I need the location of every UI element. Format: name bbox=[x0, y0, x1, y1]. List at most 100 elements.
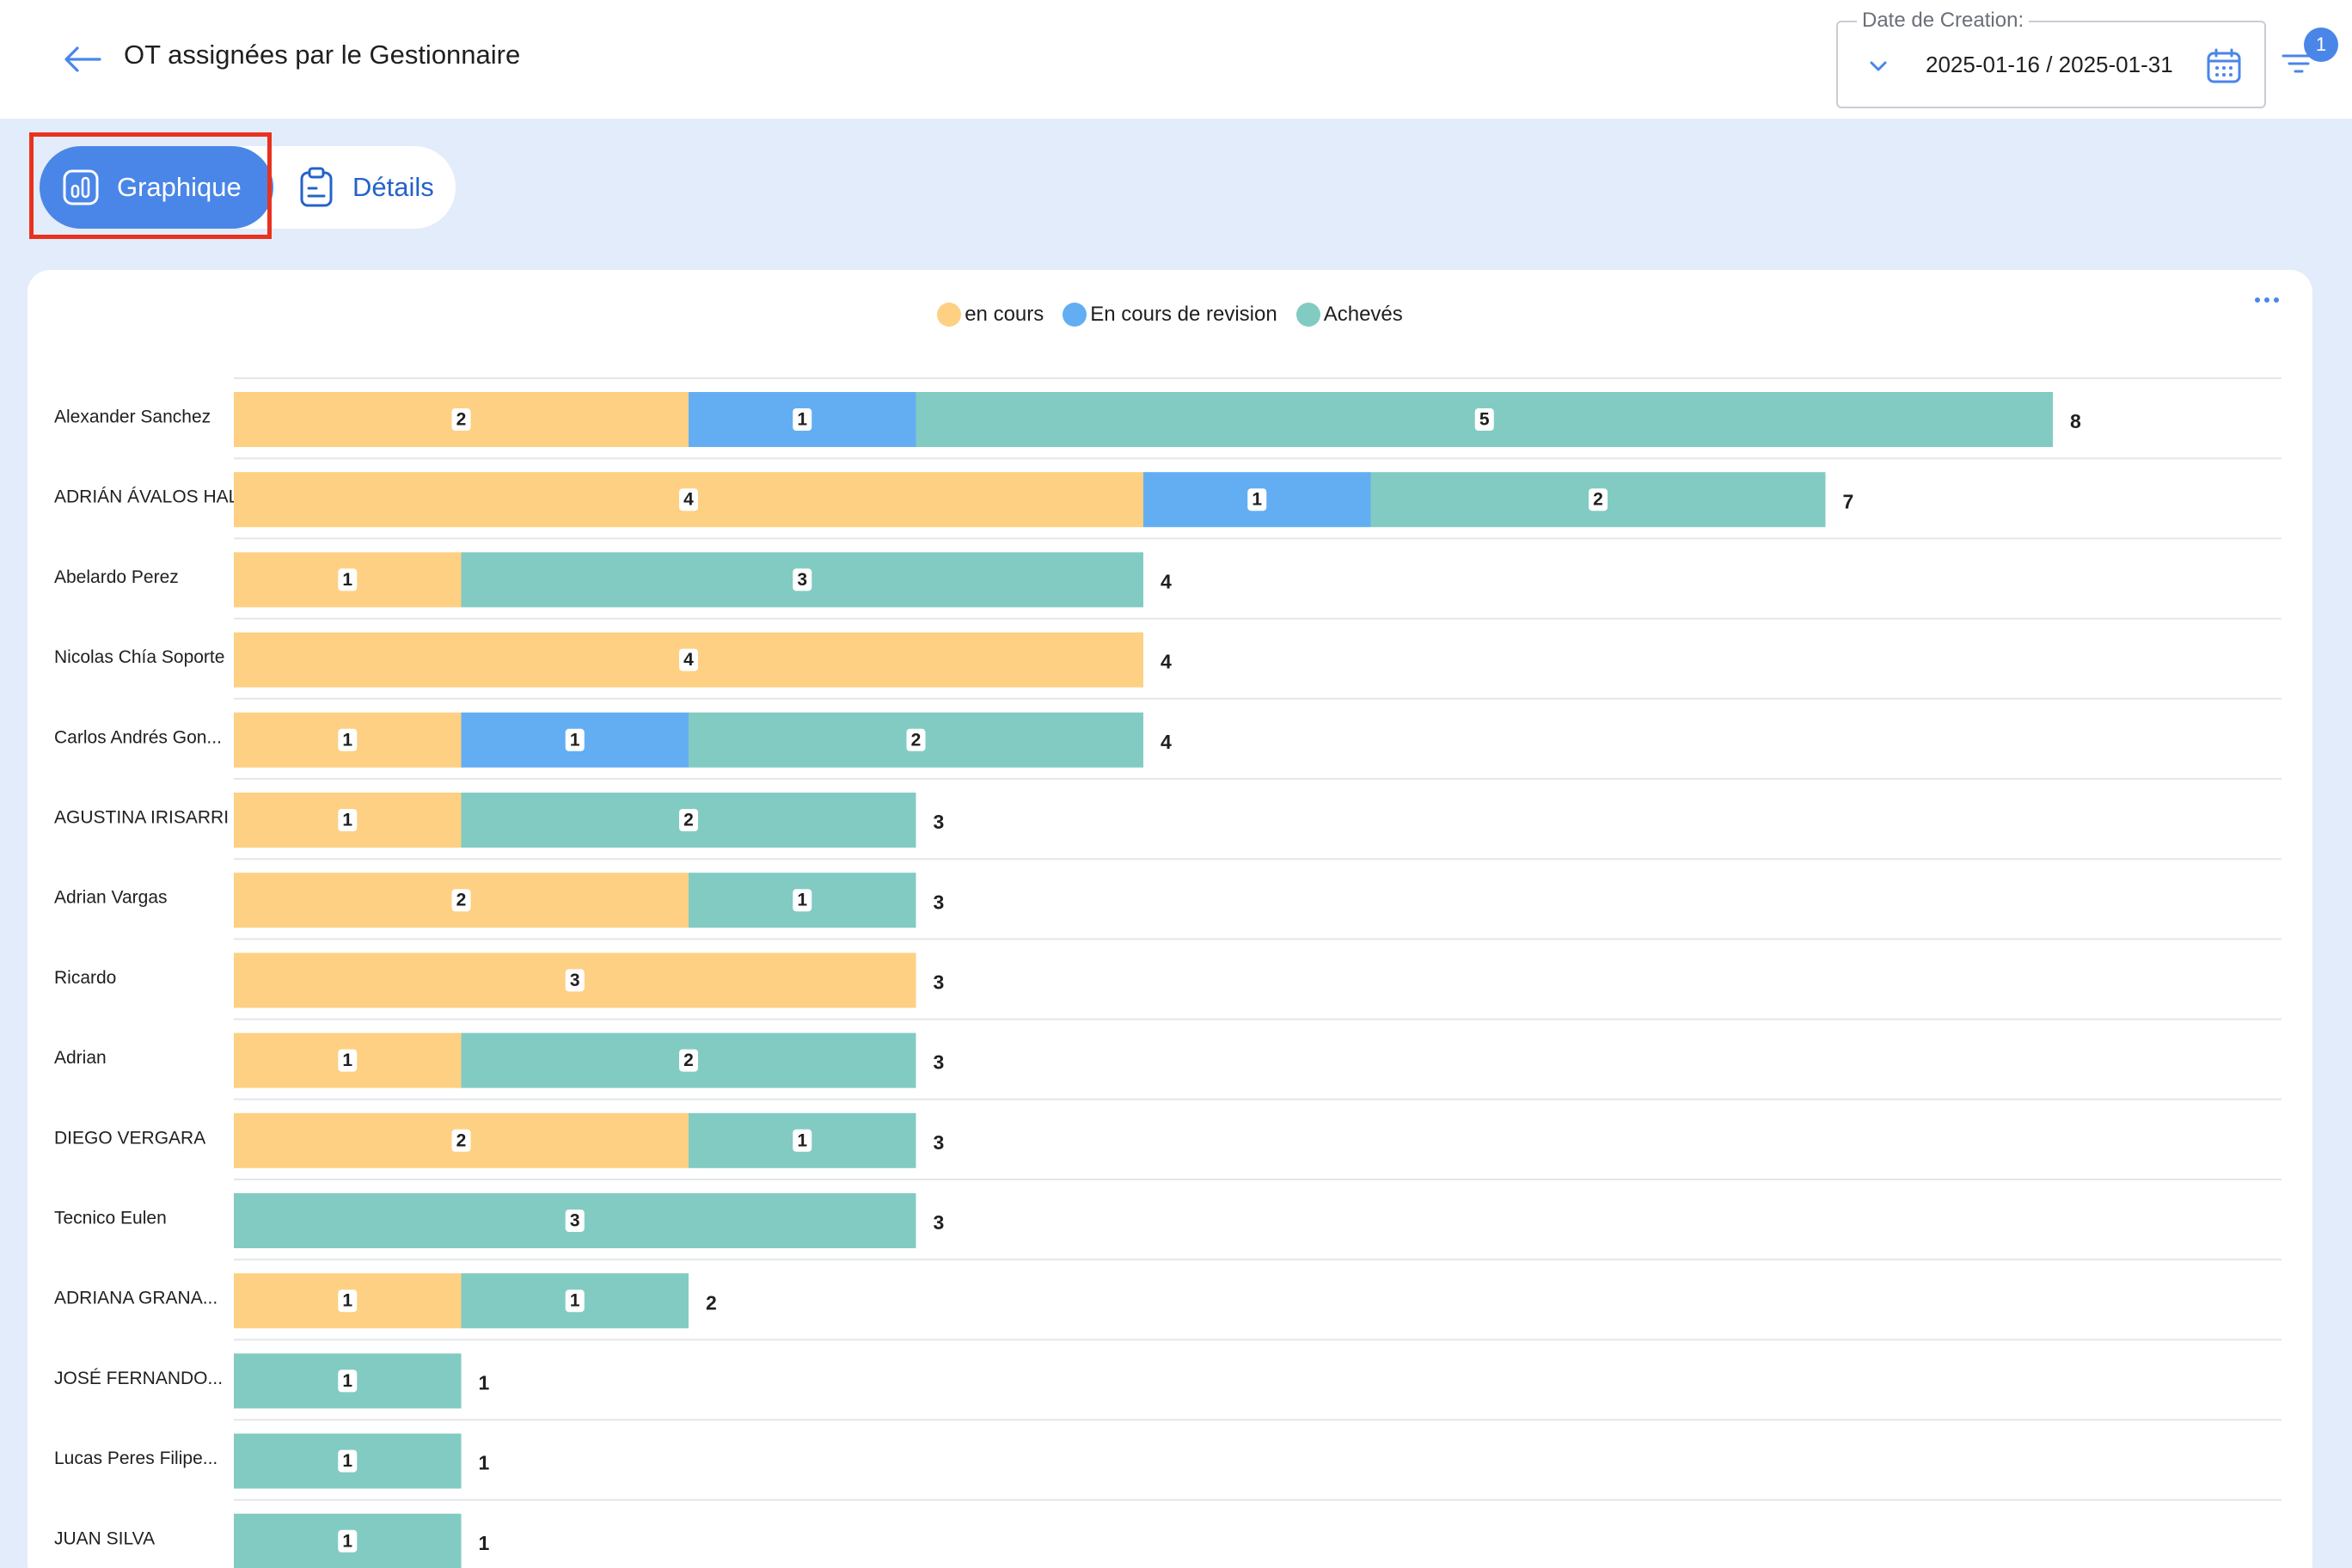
bar-value-label: 1 bbox=[342, 811, 352, 830]
bar-value-badge bbox=[1589, 488, 1608, 511]
bar-total-label: 1 bbox=[479, 1371, 490, 1393]
bar-total-label: 7 bbox=[1843, 490, 1854, 512]
bar-value-label: 1 bbox=[1252, 490, 1262, 510]
legend-item-acheves[interactable]: Achevés bbox=[1295, 303, 1403, 327]
legend-swatch bbox=[1295, 303, 1320, 327]
bar-value-label: 2 bbox=[683, 811, 694, 830]
legend-label: Achevés bbox=[1323, 303, 1403, 326]
chart-menu-button[interactable] bbox=[2245, 287, 2288, 313]
bar-total-label: 3 bbox=[934, 811, 945, 833]
bar-total-label: 4 bbox=[1161, 570, 1172, 592]
bar-value-label: 2 bbox=[456, 1130, 467, 1150]
stacked-bar-chart: Alexander Sanchez 2 1 5 8 ADRIÁN ÁVALOS HAL 4 1… bbox=[54, 377, 2282, 1568]
page-title: OT assignées par le Gestionnaire bbox=[124, 40, 521, 70]
bar-value-badge bbox=[565, 728, 585, 751]
bar-value-label: 1 bbox=[342, 1451, 352, 1471]
tab-details[interactable]: Détails bbox=[285, 146, 454, 229]
bar-value-badge bbox=[565, 1289, 585, 1313]
category-label: Tecnico Eulen bbox=[54, 1209, 167, 1228]
bar-value-badge bbox=[338, 809, 358, 831]
legend-item-en-revision[interactable]: En cours de revision bbox=[1063, 303, 1277, 327]
bar-value-label: 2 bbox=[911, 730, 922, 750]
bar-value-label: 1 bbox=[342, 730, 352, 750]
tab-details-label: Détails bbox=[352, 172, 434, 202]
category-label: Adrian Vargas bbox=[54, 888, 168, 908]
tab-graphique[interactable]: Graphique bbox=[40, 146, 273, 229]
bar-total-label: 8 bbox=[2070, 410, 2081, 432]
bar-total-label: 1 bbox=[479, 1532, 490, 1554]
back-button[interactable] bbox=[58, 38, 107, 81]
bar-value-label: 2 bbox=[456, 891, 467, 910]
app-header: OT assignées par le Gestionnaire Date de… bbox=[0, 0, 2352, 119]
bar-value-badge bbox=[338, 1289, 358, 1313]
category-label: AGUSTINA IRISARRI bbox=[54, 808, 229, 828]
bar-value-badge bbox=[565, 1210, 585, 1232]
filter-count-badge: 1 bbox=[2304, 28, 2338, 62]
bar-value-label: 5 bbox=[1479, 410, 1490, 430]
chart-card: en cours En cours de revision Achevés Al… bbox=[28, 270, 2312, 1568]
bar-value-badge bbox=[793, 1129, 812, 1152]
bar-value-label: 1 bbox=[342, 570, 352, 590]
bar-value-badge bbox=[679, 809, 698, 831]
bar-value-label: 1 bbox=[797, 891, 807, 910]
bar-value-badge bbox=[906, 728, 926, 751]
bar-value-label: 1 bbox=[797, 410, 807, 430]
date-filter-label: Date de Creation: bbox=[1857, 9, 2030, 33]
bar-value-badge bbox=[793, 408, 812, 431]
bar-value-label: 1 bbox=[342, 1291, 352, 1311]
chart-legend: en cours En cours de revision Achevés bbox=[28, 299, 2312, 330]
arrow-left-icon bbox=[64, 46, 101, 72]
bar-total-label: 4 bbox=[1161, 731, 1172, 753]
category-label: JUAN SILVA bbox=[54, 1528, 155, 1548]
bar-value-badge bbox=[679, 488, 698, 511]
category-label: DIEGO VERGARA bbox=[54, 1128, 205, 1148]
bar-total-label: 3 bbox=[934, 1051, 945, 1074]
category-label: ADRIANA GRANA... bbox=[54, 1289, 217, 1308]
bar-value-label: 1 bbox=[342, 1050, 352, 1070]
bar-value-badge bbox=[451, 1129, 471, 1152]
bar-value-badge bbox=[338, 1369, 358, 1393]
bar-value-badge bbox=[338, 1449, 358, 1473]
date-range-filter[interactable]: Date de Creation: 2025-01-16 / 2025-01-3… bbox=[1836, 9, 2266, 108]
bar-value-label: 1 bbox=[797, 1130, 807, 1150]
bar-value-badge bbox=[338, 1529, 358, 1553]
legend-swatch bbox=[937, 303, 962, 327]
bar-value-badge bbox=[565, 969, 585, 992]
bar-value-label: 3 bbox=[570, 1211, 580, 1231]
bar-value-badge bbox=[1474, 408, 1494, 431]
bar-value-badge bbox=[793, 889, 812, 912]
bar-value-label: 1 bbox=[342, 1371, 352, 1391]
bar-total-label: 3 bbox=[934, 1211, 945, 1234]
category-label: ADRIÁN ÁVALOS HAL bbox=[54, 487, 238, 507]
bar-value-label: 2 bbox=[683, 1050, 694, 1070]
bar-value-label: 1 bbox=[570, 730, 580, 750]
legend-item-en-cours[interactable]: en cours bbox=[937, 303, 1044, 327]
category-label: JOSÉ FERNANDO... bbox=[54, 1369, 223, 1388]
bar-value-label: 4 bbox=[683, 650, 694, 670]
calendar-icon[interactable] bbox=[2202, 45, 2245, 88]
bar-value-badge bbox=[793, 568, 812, 591]
bar-chart-icon bbox=[63, 169, 99, 205]
clipboard-icon bbox=[300, 167, 333, 207]
bar-value-badge bbox=[338, 568, 358, 591]
bar-total-label: 3 bbox=[934, 971, 945, 993]
bar-value-label: 2 bbox=[1593, 490, 1603, 510]
bar-value-label: 4 bbox=[683, 490, 694, 510]
bar-value-label: 2 bbox=[456, 410, 467, 430]
bar-value-badge bbox=[1247, 488, 1267, 511]
category-label: Alexander Sanchez bbox=[54, 407, 211, 427]
bar-value-label: 1 bbox=[570, 1291, 580, 1311]
bar-value-badge bbox=[338, 728, 358, 751]
bar-total-label: 2 bbox=[706, 1291, 717, 1314]
bar-value-badge bbox=[338, 1049, 358, 1072]
legend-swatch bbox=[1063, 303, 1087, 327]
bar-total-label: 3 bbox=[934, 1131, 945, 1154]
category-label: Lucas Peres Filipe... bbox=[54, 1449, 217, 1468]
tab-graphique-label: Graphique bbox=[117, 172, 242, 202]
bar-total-label: 3 bbox=[934, 891, 945, 913]
legend-label: En cours de revision bbox=[1090, 303, 1277, 326]
chevron-down-icon[interactable] bbox=[1865, 53, 1891, 79]
category-label: Carlos Andrés Gon... bbox=[54, 727, 222, 747]
date-range-value[interactable]: 2025-01-16 / 2025-01-31 bbox=[1926, 52, 2173, 77]
category-label: Ricardo bbox=[54, 968, 116, 988]
